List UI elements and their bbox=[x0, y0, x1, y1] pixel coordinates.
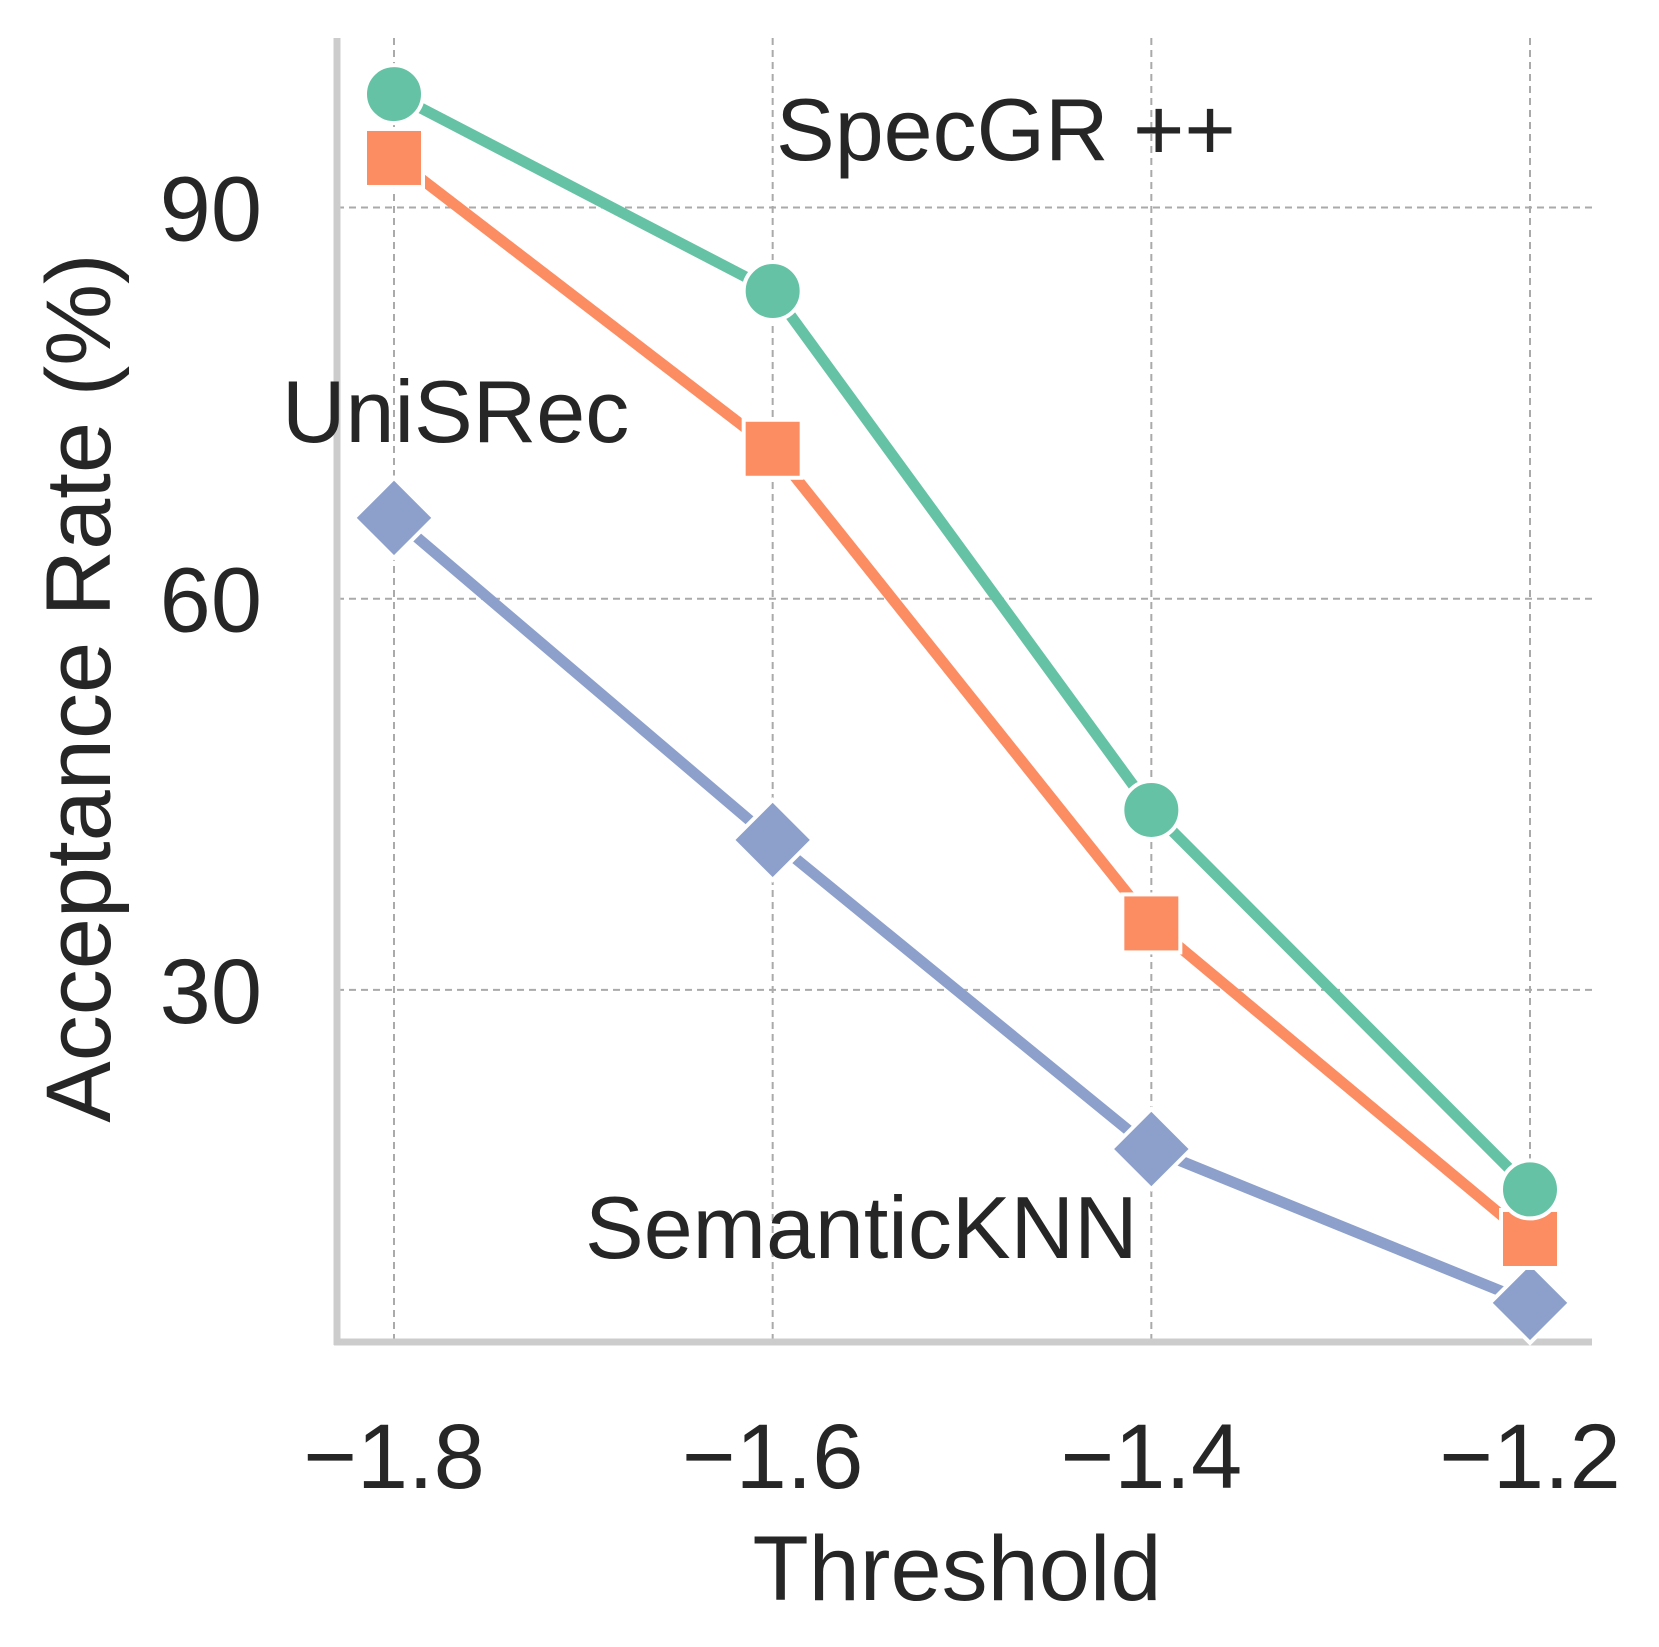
data-point-diamond bbox=[1487, 1260, 1573, 1346]
series-line bbox=[388, 152, 1536, 1245]
series-line bbox=[388, 88, 1536, 1195]
x-axis-label: Threshold bbox=[752, 1518, 1161, 1620]
data-point-circle bbox=[1120, 778, 1183, 841]
axes bbox=[333, 38, 1592, 1346]
y-tick-label: 60 bbox=[160, 550, 262, 652]
series-layer bbox=[351, 63, 1573, 1346]
series-label-specgr: SpecGR ++ bbox=[776, 80, 1236, 179]
y-tick-label: 90 bbox=[160, 159, 262, 261]
data-point-diamond bbox=[351, 475, 437, 561]
data-point-square bbox=[1120, 892, 1183, 955]
series-line bbox=[388, 512, 1536, 1309]
data-point-circle bbox=[363, 63, 425, 126]
data-point-square bbox=[741, 417, 804, 480]
data-point-circle bbox=[1499, 1158, 1561, 1221]
tick-labels: −1.8 −1.6 −1.4 −1.2 30 60 90 bbox=[160, 159, 1621, 1508]
data-point-diamond bbox=[1108, 1106, 1195, 1192]
data-point-circle bbox=[741, 259, 804, 322]
x-tick-label: −1.6 bbox=[682, 1406, 864, 1508]
x-tick-label: −1.8 bbox=[303, 1406, 485, 1508]
data-point-diamond bbox=[729, 797, 816, 883]
data-point-square bbox=[363, 126, 425, 189]
series-label-semanticknn: SemanticKNN bbox=[585, 1178, 1138, 1277]
x-tick-label: −1.4 bbox=[1061, 1406, 1243, 1508]
y-tick-label: 30 bbox=[160, 941, 262, 1043]
y-axis-label: Acceptance Rate (%) bbox=[28, 253, 130, 1122]
series-label-unisrec: UniSRec bbox=[282, 362, 629, 461]
x-tick-label: −1.2 bbox=[1439, 1406, 1621, 1508]
